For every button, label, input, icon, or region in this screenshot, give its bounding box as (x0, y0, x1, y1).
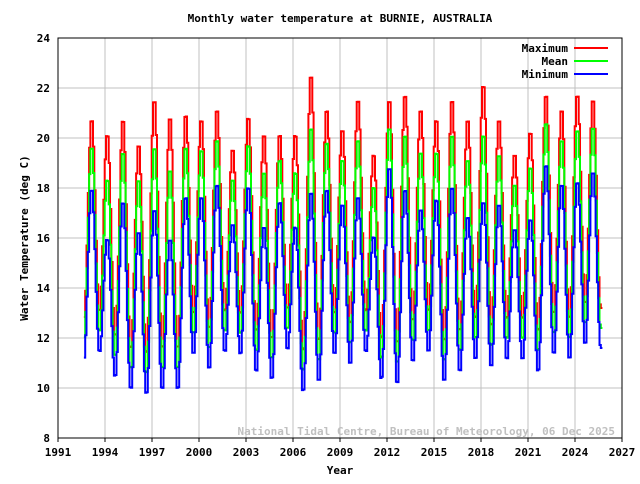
series-line-maximum (83, 76, 603, 353)
x-tick-label: 2000 (186, 446, 213, 459)
x-tick-label: 1994 (92, 446, 119, 459)
y-tick-label: 16 (37, 232, 51, 245)
y-tick-label: 14 (37, 282, 51, 295)
y-axis-label: Water Temperature (deg C) (18, 155, 31, 321)
series-line-minimum (83, 165, 603, 394)
x-tick-label: 2021 (515, 446, 542, 459)
legend-label-minimum: Minimum (522, 68, 569, 81)
x-tick-label: 2012 (374, 446, 401, 459)
y-tick-label: 18 (37, 182, 50, 195)
y-tick-label: 12 (37, 332, 50, 345)
y-tick-label: 20 (37, 132, 50, 145)
x-tick-label: 1997 (139, 446, 166, 459)
x-tick-label: 2027 (609, 446, 636, 459)
x-tick-label: 2024 (562, 446, 589, 459)
x-tick-label: 2009 (327, 446, 354, 459)
x-tick-label: 2018 (468, 446, 495, 459)
y-tick-label: 8 (43, 432, 50, 445)
watermark: National Tidal Centre, Bureau of Meteoro… (238, 425, 616, 438)
tick-labels: 1991 1994 1997 2000 2003 2006 2009 2012 2015 2018… (37, 32, 636, 459)
y-tick-label: 22 (37, 82, 50, 95)
series-line-mean (83, 123, 603, 374)
legend-label-maximum: Maximum (522, 42, 569, 55)
x-axis-label: Year (327, 464, 354, 477)
x-tick-label: 2006 (280, 446, 307, 459)
x-tick-label: 1991 (45, 446, 72, 459)
y-tick-label: 10 (37, 382, 50, 395)
y-tick-label: 24 (37, 32, 51, 45)
plot-frame (57, 37, 623, 439)
series-lines (83, 76, 603, 394)
x-tick-label: 2003 (233, 446, 260, 459)
x-tick-label: 2015 (421, 446, 448, 459)
legend-label-mean: Mean (542, 55, 569, 68)
chart-title: Monthly water temperature at BURNIE, AUS… (188, 12, 493, 25)
